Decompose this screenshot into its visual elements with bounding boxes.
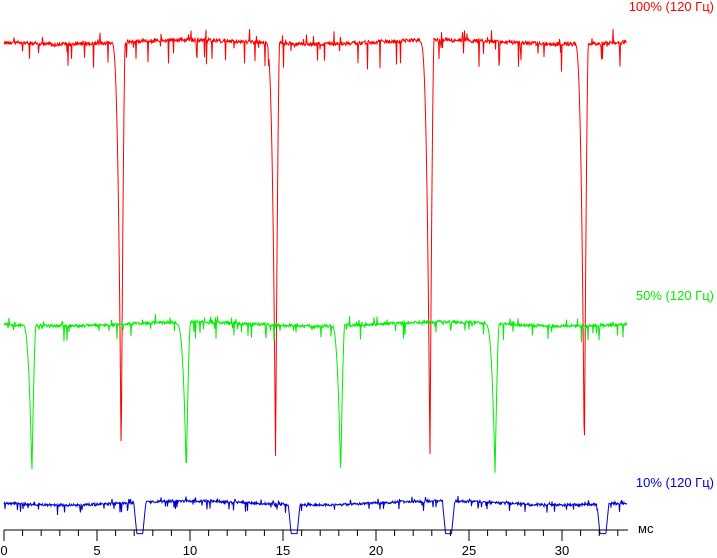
traces-group xyxy=(3,28,627,535)
x-ticks: 0 5 10 15 20 25 30 xyxy=(0,530,619,558)
series-labels: 100% (120 Гц) 50% (120 Гц) 10% (120 Гц) xyxy=(629,0,714,490)
x-axis-unit-label: мс xyxy=(638,521,654,536)
series-line-100 xyxy=(3,28,627,456)
x-tick-label: 0 xyxy=(0,543,7,558)
x-tick-label: 15 xyxy=(276,543,290,558)
series-line-10 xyxy=(3,496,627,535)
series-label-10: 10% (120 Гц) xyxy=(636,475,714,490)
series-label-50: 50% (120 Гц) xyxy=(636,288,714,303)
series-line-50 xyxy=(3,314,627,473)
x-tick-label: 25 xyxy=(462,543,476,558)
x-tick-label: 10 xyxy=(183,543,197,558)
series-label-100: 100% (120 Гц) xyxy=(629,0,714,14)
x-tick-label: 20 xyxy=(369,543,383,558)
x-axis: 0 5 10 15 20 25 30 мс xyxy=(0,521,654,558)
x-tick-label: 5 xyxy=(93,543,100,558)
x-tick-label: 30 xyxy=(555,543,569,558)
